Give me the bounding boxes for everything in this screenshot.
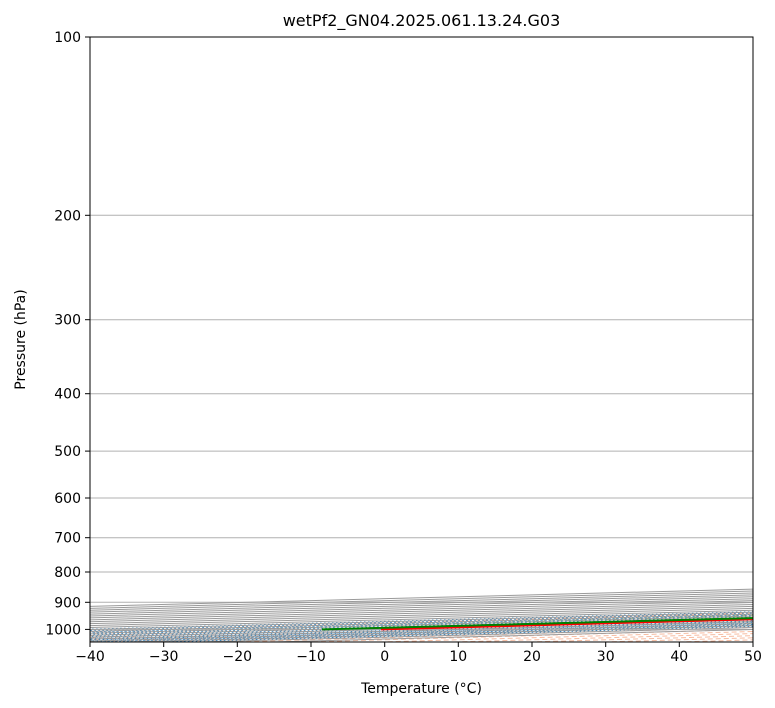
- isotherm: [90, 594, 753, 613]
- isotherm: [90, 590, 753, 609]
- y-tick-label: 400: [54, 387, 81, 403]
- pressure-gridlines: [90, 37, 753, 630]
- x-tick-label: 20: [523, 649, 541, 665]
- moist-adiabats: [237, 614, 753, 630]
- isotherm: [90, 603, 753, 623]
- plot-area: -100-90-80-70-60-50-40-30-20-10010203040…: [90, 37, 775, 642]
- isotherm: [124, 625, 753, 642]
- isotherm: [90, 607, 753, 627]
- mixing-ratio-line: [140, 625, 753, 642]
- dry-adiabat: [155, 624, 753, 642]
- isotherm: [90, 592, 753, 611]
- dry-adiabat: [90, 618, 753, 639]
- isotherm: [90, 588, 753, 607]
- isotherm: [90, 605, 753, 625]
- isotherms: [90, 588, 753, 642]
- x-axis-ticks: −40 −30 −20 −10 0 10 20 30 40 50: [75, 642, 762, 665]
- dry-adiabats: [90, 37, 775, 642]
- isotherm: [90, 619, 753, 638]
- chart-title: wetPf2_GN04.2025.061.13.24.G03: [283, 11, 561, 31]
- isotherm: [90, 623, 753, 642]
- isotherm: [90, 600, 753, 619]
- isotherm: [90, 602, 753, 621]
- x-axis-label: Temperature (°C): [360, 681, 482, 697]
- moist-adiabat: [384, 618, 753, 630]
- x-tick-label: −10: [296, 649, 326, 665]
- x-tick-label: 40: [670, 649, 688, 665]
- dry-adiabat: [90, 620, 753, 641]
- moist-adiabat: [605, 625, 753, 630]
- y-tick-label: 200: [54, 208, 81, 224]
- dry-adiabat: [603, 637, 753, 642]
- dry-adiabat: [90, 622, 753, 642]
- y-tick-label: 500: [54, 444, 81, 460]
- isotherm: [90, 598, 753, 617]
- x-tick-label: 30: [597, 649, 615, 665]
- x-tick-label: 10: [449, 649, 467, 665]
- isotherm: [90, 617, 753, 636]
- moist-adiabat: [310, 616, 753, 630]
- y-axis-label: Pressure (hPa): [13, 289, 29, 389]
- dry-adiabat: [90, 616, 753, 637]
- y-axis-ticks: 1000 900 800 700 600 500 400 300 200 100: [45, 30, 90, 638]
- dry-adiabat: [529, 635, 753, 642]
- dry-adiabat: [90, 614, 753, 634]
- dry-adiabat: [230, 626, 753, 642]
- moist-adiabat: [531, 622, 753, 630]
- temperature-line: [380, 618, 753, 631]
- isotherm: [90, 613, 753, 632]
- isotherm: [90, 621, 753, 640]
- x-tick-label: 50: [744, 649, 762, 665]
- data-series: [321, 617, 753, 631]
- dry-adiabat: [304, 628, 753, 642]
- dry-adiabat: [379, 631, 753, 642]
- isotherm: [197, 627, 753, 642]
- dry-adiabat: [753, 37, 775, 642]
- y-tick-label: 1000: [45, 622, 81, 638]
- y-tick-label: 100: [54, 30, 81, 46]
- isotherm: [90, 611, 753, 630]
- x-tick-label: −40: [75, 649, 105, 665]
- dewpoint-line: [321, 617, 753, 631]
- isotherm: [90, 615, 753, 634]
- y-tick-label: 300: [54, 313, 81, 329]
- isotherm: [271, 628, 753, 642]
- x-tick-label: 0: [380, 649, 389, 665]
- dry-adiabat: [678, 639, 753, 642]
- x-tick-label: −30: [149, 649, 179, 665]
- isotherm: [90, 596, 753, 615]
- y-tick-label: 800: [54, 565, 81, 581]
- x-tick-label: −20: [223, 649, 253, 665]
- moist-adiabat: [237, 614, 753, 630]
- moist-adiabat: [458, 620, 753, 630]
- dry-adiabat: [90, 612, 753, 632]
- dry-adiabat: [454, 633, 753, 642]
- y-tick-label: 700: [54, 531, 81, 547]
- isotherm: [90, 609, 753, 629]
- y-tick-label: 600: [54, 491, 81, 507]
- plot-frame: [89, 36, 754, 643]
- y-tick-label: 900: [54, 595, 81, 611]
